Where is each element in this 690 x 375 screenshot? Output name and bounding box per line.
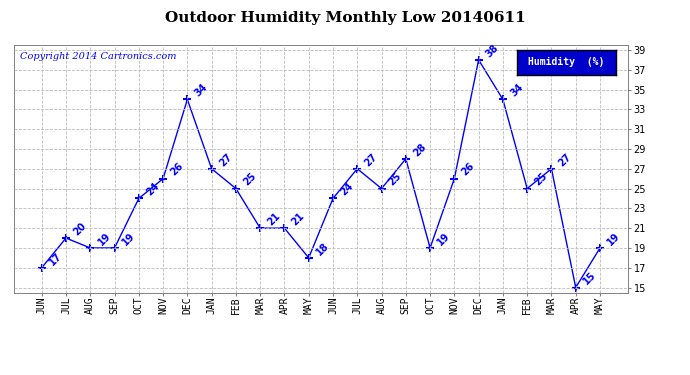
Text: 26: 26 xyxy=(168,161,185,178)
Text: 28: 28 xyxy=(411,141,428,158)
Text: 19: 19 xyxy=(435,231,452,247)
Text: 27: 27 xyxy=(363,152,380,168)
Text: 20: 20 xyxy=(72,220,88,237)
Text: 34: 34 xyxy=(193,82,210,99)
Text: 19: 19 xyxy=(96,231,112,247)
Text: 18: 18 xyxy=(314,240,331,257)
Text: 17: 17 xyxy=(48,251,64,267)
Text: 38: 38 xyxy=(484,42,501,59)
Text: 19: 19 xyxy=(606,231,622,247)
Text: 15: 15 xyxy=(581,270,598,287)
Text: 19: 19 xyxy=(120,231,137,247)
Text: 24: 24 xyxy=(339,181,355,198)
Text: 21: 21 xyxy=(290,211,306,227)
Text: 25: 25 xyxy=(387,171,404,188)
Text: 27: 27 xyxy=(217,152,234,168)
Text: Outdoor Humidity Monthly Low 20140611: Outdoor Humidity Monthly Low 20140611 xyxy=(165,11,525,25)
Text: 25: 25 xyxy=(241,171,258,188)
Text: 24: 24 xyxy=(144,181,161,198)
Text: Copyright 2014 Cartronics.com: Copyright 2014 Cartronics.com xyxy=(20,53,177,62)
Text: 27: 27 xyxy=(557,152,573,168)
Text: 25: 25 xyxy=(533,171,549,188)
Text: 26: 26 xyxy=(460,161,477,178)
Text: 34: 34 xyxy=(509,82,525,99)
Text: 21: 21 xyxy=(266,211,282,227)
